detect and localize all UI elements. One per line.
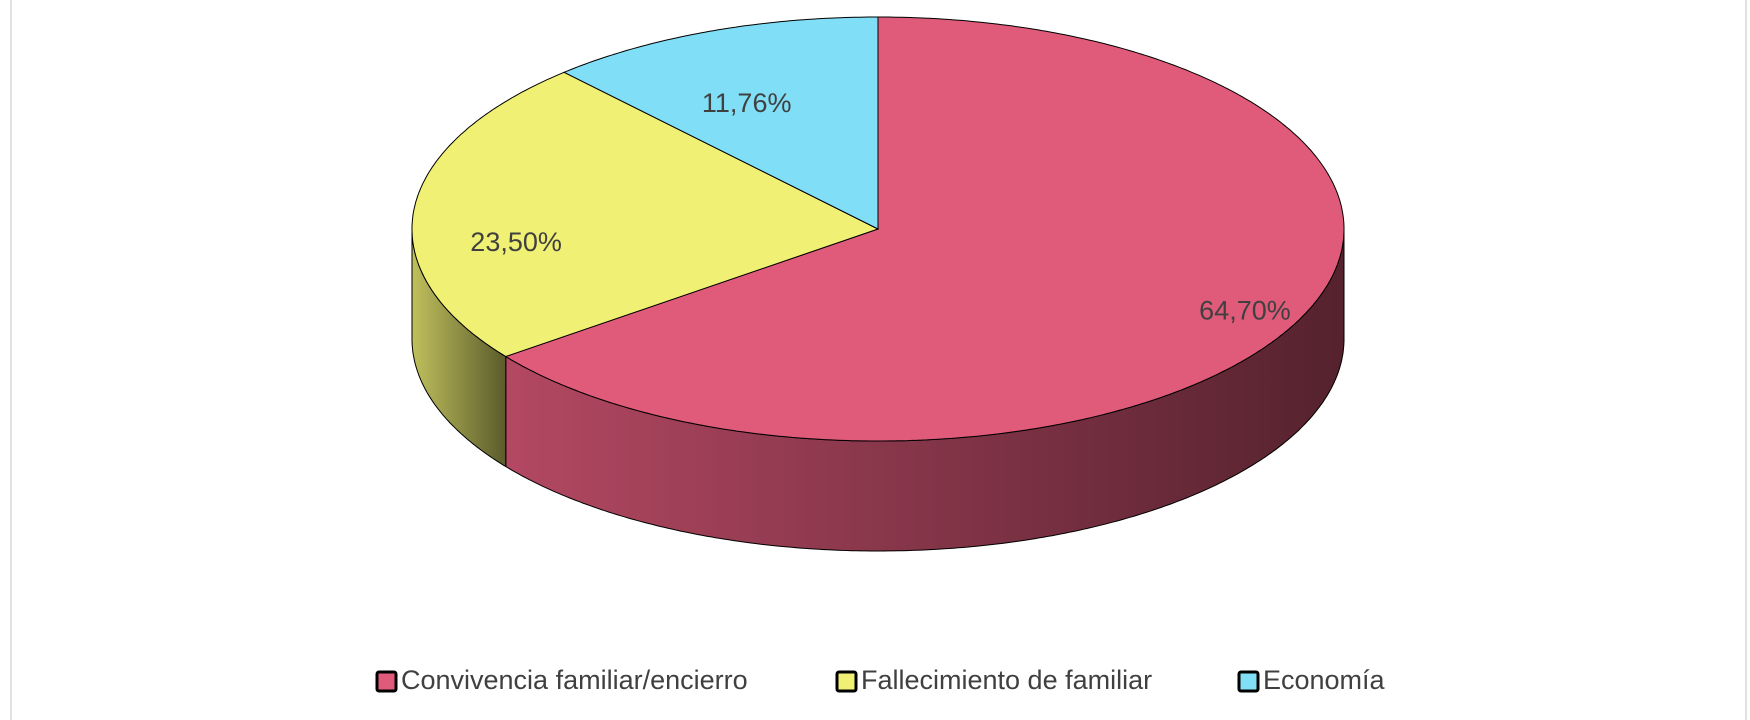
legend-swatch (835, 670, 858, 693)
legend-label: Economía (1263, 665, 1386, 695)
legend-label: Fallecimiento de familiar (861, 665, 1152, 695)
legend-label: Convivencia familiar/encierro (401, 665, 748, 695)
pie-slice (562, 16, 879, 230)
pie-slice (411, 71, 880, 358)
pie-slice (504, 16, 1345, 442)
data-label: 11,76% (702, 88, 792, 118)
data-label: 64,70% (1199, 295, 1291, 325)
legend-swatch (375, 670, 398, 693)
legend-swatch (1237, 670, 1260, 693)
data-label: 23,50% (470, 227, 562, 257)
